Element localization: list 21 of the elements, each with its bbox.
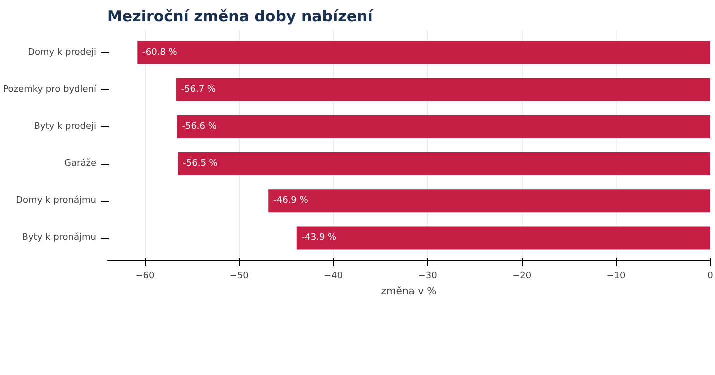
x-tick-label: −10 xyxy=(606,272,626,282)
data-label: -56.7 % xyxy=(181,84,216,95)
data-label: -56.5 % xyxy=(183,159,218,170)
data-label: -56.6 % xyxy=(182,122,218,132)
y-tick-label: Pozemky pro bydlení xyxy=(3,84,97,95)
x-axis-title: změna v % xyxy=(381,286,437,298)
x-tick-label: −40 xyxy=(324,272,344,282)
data-label: -60.8 % xyxy=(142,48,178,58)
y-tick-label: Byty k pronájmu xyxy=(22,232,96,244)
data-label: -43.9 % xyxy=(302,233,338,244)
data-label: -46.9 % xyxy=(274,196,309,206)
y-tick-label: Domy k pronájmu xyxy=(16,195,97,206)
x-tick-label: −60 xyxy=(136,272,155,282)
chart-title: Meziroční změna doby nabízení xyxy=(108,8,374,26)
y-tick-label: Garáže xyxy=(64,158,97,170)
x-tick-label: −50 xyxy=(230,272,250,282)
x-tick-label: −20 xyxy=(512,272,532,282)
x-tick-label: −30 xyxy=(418,272,438,282)
x-tick-label: 0 xyxy=(708,272,714,282)
y-tick-label: Byty k prodeji xyxy=(34,122,97,132)
y-tick-label: Domy k prodeji xyxy=(28,48,96,58)
